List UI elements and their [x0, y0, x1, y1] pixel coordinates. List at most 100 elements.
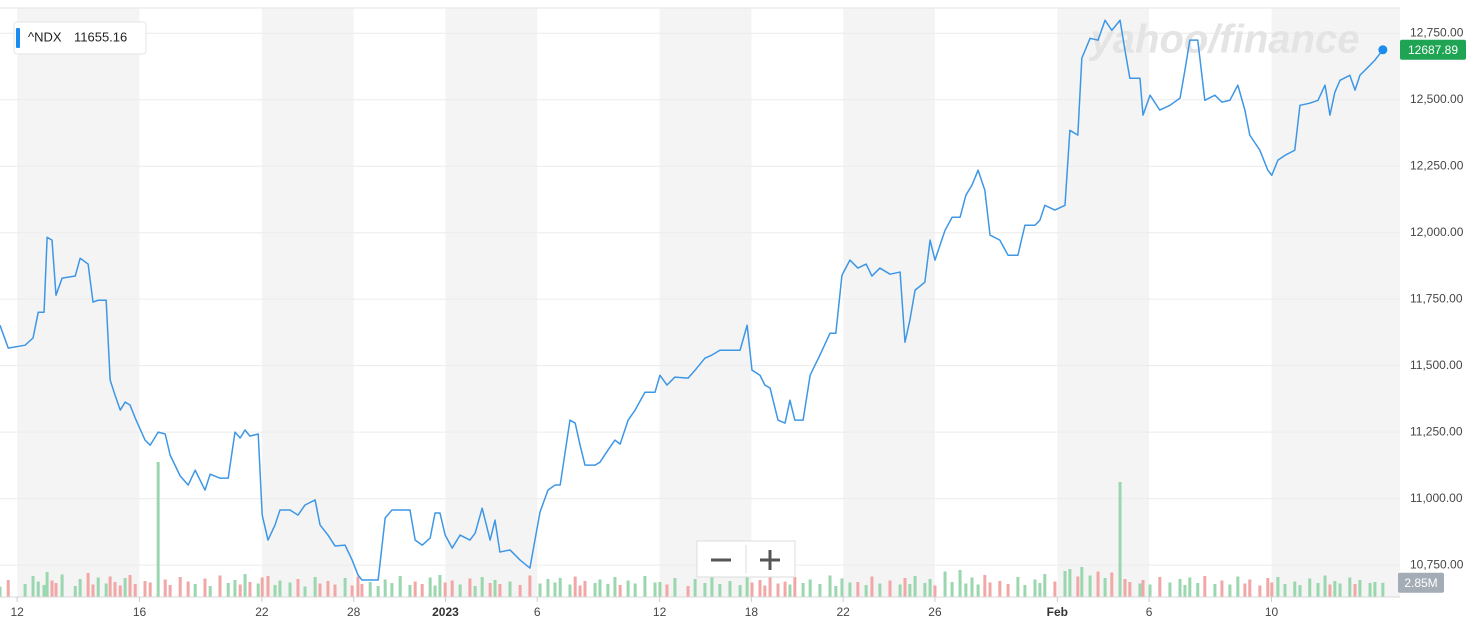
volume-bar — [296, 579, 300, 597]
x-tick-label: 16 — [133, 605, 147, 619]
volume-bar — [1323, 575, 1327, 597]
volume-bar — [1316, 583, 1320, 597]
volume-bar — [1076, 576, 1080, 597]
legend: ^NDX 11655.16 — [13, 21, 147, 55]
volume-bar — [933, 585, 937, 597]
volume-bar — [1328, 584, 1332, 597]
volume-bar — [0, 586, 2, 597]
volume-bar — [433, 585, 437, 597]
volume-bar — [653, 582, 657, 597]
volume-bar — [226, 583, 230, 597]
legend-box — [13, 21, 147, 55]
volume-bar — [658, 582, 662, 597]
volume-bar — [1148, 584, 1152, 597]
volume-bar — [518, 585, 522, 597]
zoom-controls — [696, 540, 796, 578]
volume-bar — [428, 577, 432, 597]
volume-bar — [923, 583, 927, 597]
volume-bar — [303, 586, 307, 597]
volume-bar — [350, 585, 354, 597]
volume-bar — [1043, 574, 1047, 597]
price-tag — [1400, 39, 1466, 60]
volume-bar — [128, 575, 132, 597]
volume-bar — [168, 585, 172, 597]
volume-bar — [718, 584, 722, 597]
volume-bar — [498, 584, 502, 597]
y-tick-label: 11,250.00 — [1410, 424, 1463, 438]
volume-bar — [376, 586, 380, 597]
tags: 12687.89 2.85M — [1378, 39, 1466, 593]
volume-bar — [493, 580, 497, 597]
volume-bar — [528, 575, 532, 597]
x-tick-label: 6 — [534, 605, 541, 619]
y-tick-label: 11,750.00 — [1410, 291, 1463, 305]
volume-bar — [856, 582, 860, 597]
volume-bar — [1068, 569, 1072, 597]
volume-bar — [1118, 482, 1122, 597]
volume-bar — [78, 579, 82, 597]
volume-bar — [964, 583, 968, 597]
volume-bar — [248, 582, 252, 597]
volume-bar — [113, 582, 117, 597]
volume-bar — [1353, 584, 1357, 597]
volume-bar — [913, 576, 917, 597]
volume-bar — [976, 584, 980, 597]
week-band — [659, 8, 752, 597]
legend-value: 11655.16 — [74, 29, 127, 44]
zoom-out-button[interactable] — [698, 542, 746, 576]
volume-bar — [870, 576, 874, 597]
volume-bar — [618, 585, 622, 597]
volume-bar — [1178, 579, 1182, 597]
grid — [0, 32, 1400, 566]
volume-bar — [546, 579, 550, 597]
volume-bar — [828, 575, 832, 597]
volume-bar — [613, 577, 617, 597]
volume-bar — [1381, 582, 1385, 597]
volume-bar — [768, 577, 772, 597]
volume-bar — [318, 583, 322, 597]
volume-bar — [1368, 583, 1372, 597]
volume-bar — [468, 578, 472, 597]
volume-bar — [1348, 577, 1352, 597]
volume-bar — [593, 583, 597, 597]
x-tick-label: 12 — [653, 605, 667, 619]
volume-bar — [1266, 578, 1270, 597]
volume-bar — [801, 583, 805, 597]
volume-bar — [50, 580, 54, 597]
volume-bar — [390, 583, 394, 597]
volume-tag — [1398, 572, 1444, 593]
volume-bar — [558, 578, 562, 597]
week-band — [261, 8, 354, 597]
volume-bar — [1243, 583, 1247, 597]
volume-bar — [1203, 576, 1207, 597]
volume-bar — [1236, 576, 1240, 597]
volume-bar — [818, 584, 822, 597]
volume-bar — [1188, 577, 1192, 597]
volume-bar — [420, 584, 424, 597]
volume-bar — [1128, 582, 1132, 597]
volume-bar — [45, 572, 49, 597]
volume-bar — [313, 577, 317, 597]
volume-bar — [288, 582, 292, 597]
volume-bar — [1183, 585, 1187, 597]
zoom-in-button[interactable] — [747, 542, 794, 576]
volume-bar — [42, 585, 46, 597]
volume-bar — [36, 581, 40, 597]
volume-bar — [943, 571, 947, 597]
volume-bar — [1053, 581, 1057, 597]
volume-bar — [758, 580, 762, 597]
volume-bar — [218, 575, 222, 597]
volume-bar — [848, 582, 852, 597]
volume-bar — [553, 582, 557, 597]
volume-bar — [1158, 577, 1162, 597]
volume-bar — [1006, 584, 1010, 597]
week-band — [1057, 8, 1150, 597]
volume-bar — [193, 584, 197, 597]
volume-bar — [450, 580, 454, 597]
volume-bar — [776, 583, 780, 597]
volume-bar — [1270, 582, 1274, 597]
volume-bar — [1298, 585, 1302, 597]
volume-bar — [60, 574, 64, 597]
y-tick-label: 12,500.00 — [1410, 92, 1464, 106]
volume-bar — [156, 462, 160, 597]
